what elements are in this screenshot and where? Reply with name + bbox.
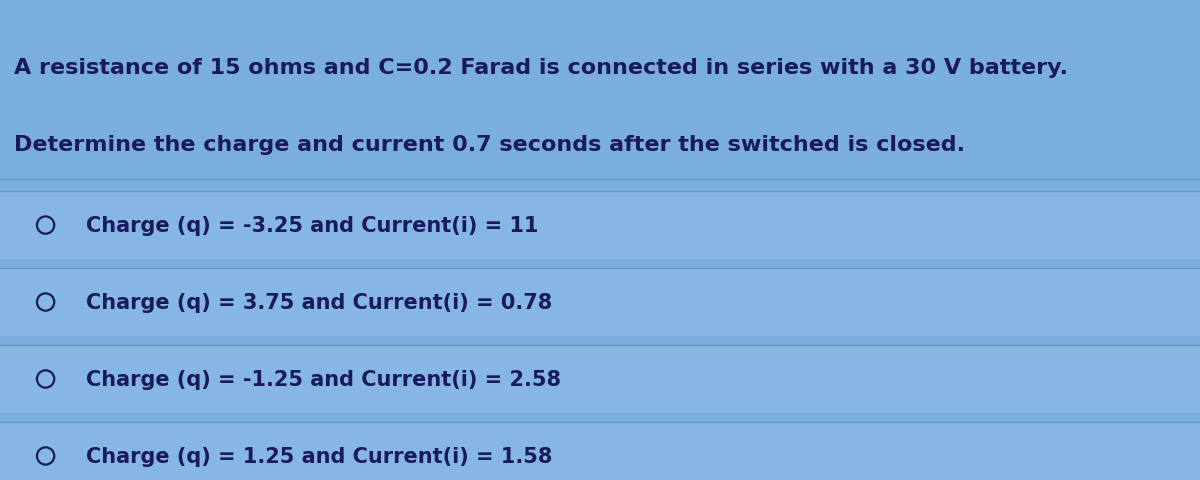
Text: Charge (q) = 3.75 and Current(i) = 0.78: Charge (q) = 3.75 and Current(i) = 0.78 xyxy=(86,292,553,312)
Text: Charge (q) = -1.25 and Current(i) = 2.58: Charge (q) = -1.25 and Current(i) = 2.58 xyxy=(86,369,562,389)
Bar xyxy=(0,346,1200,413)
Bar xyxy=(0,192,1200,259)
Bar xyxy=(0,422,1200,480)
Bar xyxy=(0,269,1200,336)
Text: Charge (q) = 1.25 and Current(i) = 1.58: Charge (q) = 1.25 and Current(i) = 1.58 xyxy=(86,446,553,466)
Text: A resistance of 15 ohms and C=0.2 Farad is connected in series with a 30 V batte: A resistance of 15 ohms and C=0.2 Farad … xyxy=(14,58,1068,78)
Text: Charge (q) = -3.25 and Current(i) = 11: Charge (q) = -3.25 and Current(i) = 11 xyxy=(86,216,539,236)
Text: Determine the charge and current 0.7 seconds after the switched is closed.: Determine the charge and current 0.7 sec… xyxy=(14,134,965,155)
